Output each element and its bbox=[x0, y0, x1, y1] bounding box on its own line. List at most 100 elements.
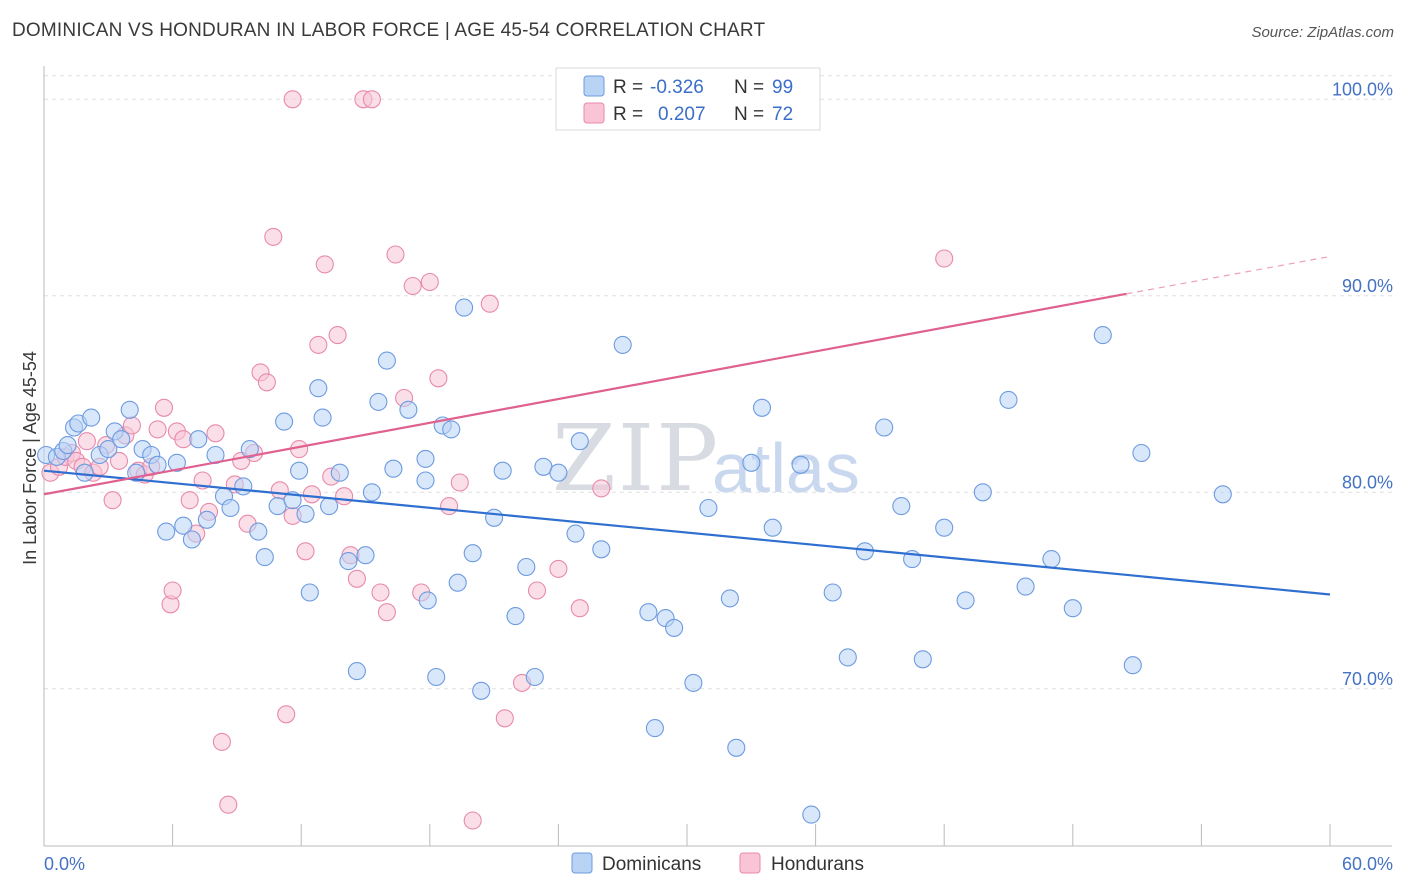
dominican-point-59 bbox=[493, 461, 512, 480]
y-tick-label-2: 90.0% bbox=[1342, 276, 1393, 296]
y-tick-label-0: 70.0% bbox=[1342, 669, 1393, 689]
honduran-point-46 bbox=[335, 487, 354, 506]
honduran-point-22 bbox=[180, 491, 199, 510]
honduran-point-63 bbox=[495, 709, 514, 728]
legend-n-value-1: 99 bbox=[772, 77, 793, 98]
y-tick-label-1: 80.0% bbox=[1342, 472, 1393, 492]
honduran-point-43 bbox=[315, 255, 334, 274]
dominican-point-29 bbox=[255, 548, 274, 567]
honduran-point-11 bbox=[109, 451, 129, 470]
dominican-point-80 bbox=[791, 455, 810, 474]
honduran-point-70 bbox=[163, 581, 182, 600]
dominican-point-54 bbox=[448, 573, 467, 592]
dominican-point-6 bbox=[75, 463, 94, 482]
honduran-point-51 bbox=[371, 583, 390, 602]
watermark: ZIP atlas bbox=[552, 405, 860, 512]
dominican-point-82 bbox=[823, 583, 842, 602]
dominican-point-20 bbox=[182, 530, 201, 549]
dominican-point-21 bbox=[189, 430, 208, 449]
dominican-point-28 bbox=[249, 522, 268, 541]
dominican-point-91 bbox=[973, 483, 992, 502]
dominican-point-72 bbox=[665, 618, 684, 637]
dominican-point-75 bbox=[720, 589, 739, 608]
dominican-point-67 bbox=[592, 540, 611, 559]
x-tick-label-1: 60.0% bbox=[1342, 854, 1393, 874]
dominican-point-81 bbox=[802, 805, 821, 824]
honduran-point-58 bbox=[429, 369, 448, 388]
dominican-point-47 bbox=[399, 400, 418, 419]
honduran-point-13 bbox=[122, 416, 141, 435]
dominican-point-27 bbox=[240, 440, 259, 459]
dominican-point-18 bbox=[167, 453, 186, 472]
honduran-point-52 bbox=[377, 603, 396, 622]
dominican-point-46 bbox=[384, 459, 403, 478]
honduran-point-53 bbox=[386, 245, 405, 264]
honduran-point-50 bbox=[362, 90, 381, 109]
honduran-point-40 bbox=[296, 542, 315, 561]
dominican-point-41 bbox=[347, 662, 366, 681]
dominican-point-77 bbox=[742, 453, 761, 472]
source-label: Source: ZipAtlas.com bbox=[1251, 24, 1394, 41]
honduran-point-34 bbox=[257, 373, 276, 392]
dominican-point-53 bbox=[442, 420, 461, 439]
dominican-point-26 bbox=[234, 477, 253, 496]
dominican-point-38 bbox=[320, 497, 339, 516]
dominican-point-12 bbox=[120, 400, 139, 419]
grid-lines bbox=[44, 75, 1392, 690]
dominican-point-55 bbox=[455, 298, 474, 317]
honduran-point-66 bbox=[549, 559, 568, 578]
honduran-point-57 bbox=[420, 272, 439, 292]
legend-swatch-dominicans bbox=[571, 852, 593, 874]
dominican-point-69 bbox=[639, 603, 658, 622]
honduran-point-68 bbox=[592, 479, 611, 498]
honduran-point-65 bbox=[527, 581, 547, 600]
dominican-point-17 bbox=[157, 522, 176, 541]
dominican-point-96 bbox=[1093, 326, 1112, 345]
dominican-point-93 bbox=[1016, 577, 1035, 596]
dominican-point-61 bbox=[517, 557, 536, 577]
dominican-point-79 bbox=[763, 518, 782, 537]
honduran-point-26 bbox=[206, 424, 225, 443]
dominican-point-11 bbox=[112, 430, 131, 449]
dominican-point-88 bbox=[913, 650, 932, 669]
legend-r-label-2: R = bbox=[613, 104, 643, 125]
legend-swatch-hondurans bbox=[739, 852, 761, 874]
honduran-point-18 bbox=[154, 398, 174, 417]
dominican-point-45 bbox=[377, 351, 396, 370]
dominican-point-48 bbox=[416, 471, 435, 490]
honduran-point-41 bbox=[302, 485, 321, 504]
dominican-point-78 bbox=[752, 398, 772, 417]
honduran-point-62 bbox=[480, 294, 499, 313]
dominican-point-98 bbox=[1132, 443, 1151, 463]
honduran-point-60 bbox=[450, 473, 469, 492]
honduran-point-48 bbox=[347, 569, 366, 588]
dominican-point-33 bbox=[290, 461, 309, 480]
legend-dominicans: Dominicans bbox=[602, 854, 701, 875]
y-axis-label: In Labor Force | Age 45-54 bbox=[20, 351, 40, 565]
legend-n-value-2: 72 bbox=[772, 104, 793, 125]
dominican-point-9 bbox=[99, 440, 118, 459]
dominican-point-57 bbox=[472, 681, 491, 700]
dominican-point-85 bbox=[875, 418, 894, 437]
trend-lines bbox=[43, 255, 1331, 596]
dominican-point-60 bbox=[506, 607, 525, 626]
chart-title: DOMINICAN VS HONDURAN IN LABOR FORCE | A… bbox=[12, 20, 766, 41]
dominican-point-40 bbox=[339, 552, 358, 571]
dominican-point-43 bbox=[362, 483, 381, 502]
dominican-point-92 bbox=[999, 390, 1018, 409]
dominican-point-36 bbox=[309, 379, 328, 398]
honduran-point-21 bbox=[174, 430, 193, 449]
y-tick-label-3: 100.0% bbox=[1332, 79, 1393, 99]
dominican-point-58 bbox=[485, 508, 504, 527]
dominican-point-76 bbox=[727, 738, 746, 757]
honduran-point-69 bbox=[283, 90, 302, 109]
honduran-trend-extension bbox=[1126, 255, 1331, 295]
legend-swatch-blue bbox=[583, 75, 605, 97]
honduran-point-6 bbox=[77, 432, 96, 451]
dominican-point-22 bbox=[197, 510, 216, 529]
dominican-point-86 bbox=[892, 497, 911, 516]
dominican-point-25 bbox=[221, 498, 240, 518]
dominican-point-68 bbox=[613, 335, 632, 354]
dominican-point-51 bbox=[427, 667, 446, 687]
dominican-point-31 bbox=[275, 412, 294, 431]
